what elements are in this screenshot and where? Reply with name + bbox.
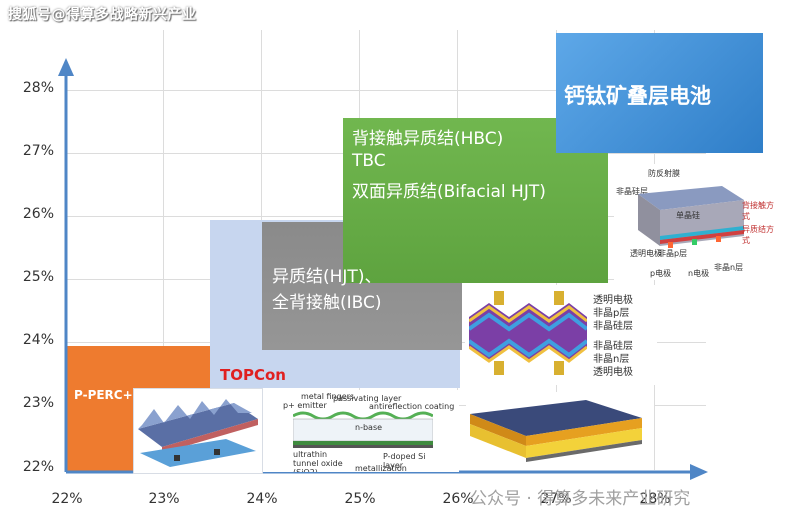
label-hbc-line2: TBC	[352, 151, 386, 171]
tandem-label-center: 单晶硅	[676, 211, 700, 220]
topcon-label-doped: P-doped Si layer	[383, 452, 426, 470]
x-tick: 23%	[148, 491, 180, 507]
watermark-bottom: 公众号 · 得算多未来产业研究	[470, 489, 691, 509]
topcon-label-passivation: passivating layer	[333, 394, 402, 403]
hjt-cell-picture: 透明电极 非晶p层 非晶硅层 非晶硅层 非晶n层 透明电极	[465, 285, 657, 385]
perc-cell-diagram	[138, 399, 258, 467]
tandem-label-b5: n电极	[688, 269, 710, 278]
tandem-label-left: 非晶硅层	[616, 187, 648, 196]
tandem-label-b3: 非晶n层	[714, 263, 744, 272]
tandem-label-b2: 非晶p层	[658, 249, 688, 258]
label-topcon: TOPCon	[220, 366, 286, 384]
hjt-legend-item: 非晶p层	[593, 308, 630, 319]
tandem-label-right2: 异质结方式	[742, 225, 774, 245]
topcon-label-metal: metal fingers	[301, 392, 355, 401]
x-tick: 28%	[639, 491, 671, 507]
hjt-module-diagram	[470, 400, 642, 462]
y-tick: 22%	[22, 459, 54, 475]
label-hjt-line2: 全背接触(IBC)	[272, 293, 382, 313]
topcon-label-emitter: p+ emitter	[283, 401, 327, 410]
hjt-legend-item: 透明电极	[593, 367, 633, 378]
label-perovskite: 钙钛矿叠层电池	[564, 84, 711, 108]
y-tick: 24%	[22, 332, 54, 348]
y-tick: 27%	[22, 143, 54, 159]
hjt-legend-item: 非晶n层	[593, 354, 630, 365]
region-perovskite-block	[556, 33, 763, 153]
hjt-module-picture	[466, 392, 654, 470]
x-tick: 25%	[344, 491, 376, 507]
x-tick: 27%	[540, 491, 572, 507]
topcon-label-tunnel: ultrathin tunnel oxide (SiO2)	[293, 450, 343, 472]
tandem-layers	[638, 186, 744, 248]
tandem-label-top: 防反射膜	[648, 169, 680, 178]
y-tick: 23%	[22, 395, 54, 411]
topcon-label-ar: antireflection coating	[369, 402, 455, 411]
x-tick: 26%	[442, 491, 474, 507]
y-tick: 25%	[22, 269, 54, 285]
hjt-legend-item: 透明电极	[593, 295, 633, 306]
topcon-layers	[293, 411, 433, 448]
tandem-label-right1: 背接触方式	[742, 201, 774, 221]
label-hbc-line3: 双面异质结(Bifacial HJT)	[352, 182, 546, 202]
label-perc: P-PERC+	[74, 388, 133, 402]
tandem-cell-picture: 防反射膜 非晶硅层 单晶硅 背接触方式 异质结方式 透明电极 非晶p层 非晶n层…	[614, 164, 776, 280]
hjt-legend-item: 非晶硅层	[593, 341, 633, 352]
hjt-zigzag-layers	[469, 291, 587, 375]
label-hjt-line1: 异质结(HJT)、	[272, 267, 382, 287]
tandem-label-b1: 透明电极	[630, 249, 662, 258]
tandem-label-b4: p电极	[650, 269, 672, 278]
x-tick: 22%	[51, 491, 83, 507]
topcon-cell-picture: metal fingers p+ emitter passivating lay…	[263, 390, 459, 472]
x-tick: 24%	[246, 491, 278, 507]
topcon-label-metallization: metallization	[355, 464, 407, 472]
watermark-top: 搜狐号@得算多战略新兴产业	[8, 7, 197, 23]
y-tick: 28%	[22, 80, 54, 96]
topcon-label-base: n-base	[355, 423, 383, 432]
perc-cell-picture	[133, 388, 263, 474]
label-hbc-line1: 背接触异质结(HBC)	[352, 129, 504, 149]
y-tick: 26%	[22, 206, 54, 222]
hjt-legend-item: 非晶硅层	[593, 321, 633, 332]
